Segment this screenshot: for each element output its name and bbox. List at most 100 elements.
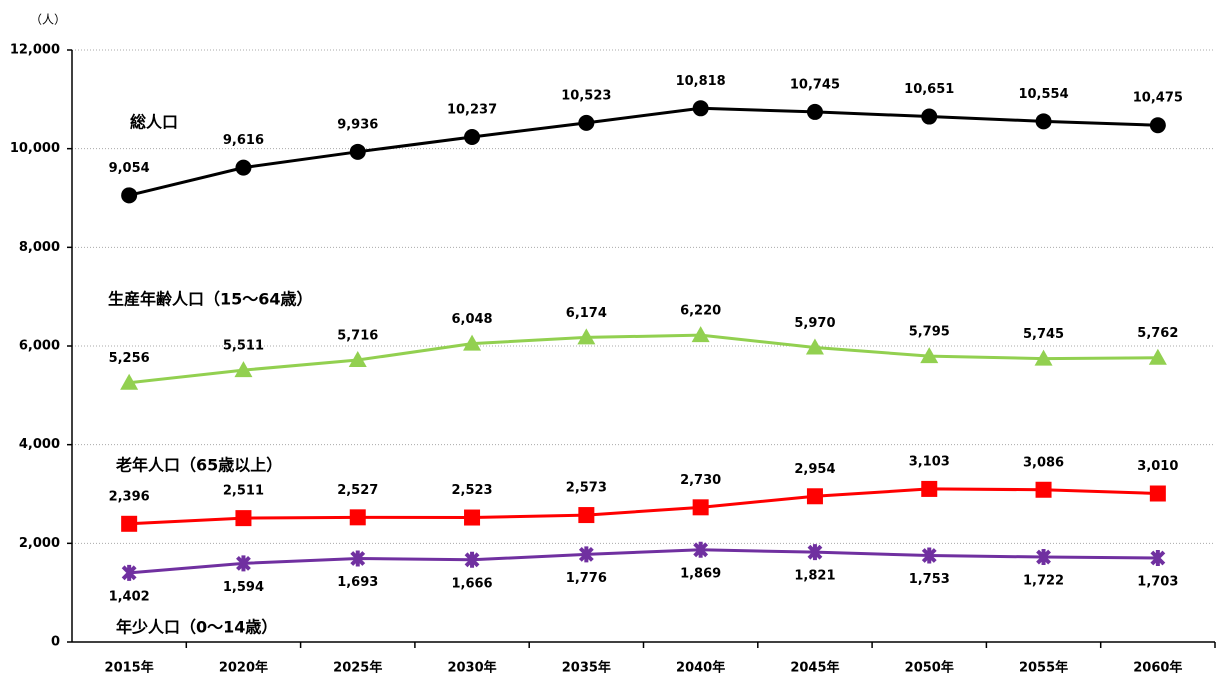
data-label: 3,086: [1023, 455, 1064, 470]
marker: [1149, 117, 1166, 134]
data-label: 2,954: [794, 462, 835, 477]
data-label: 10,475: [1133, 91, 1183, 106]
x-tick-label: 2015年: [105, 660, 154, 676]
series-name: 年少人口（0～14歳）: [116, 618, 277, 637]
y-tick-label: 4,000: [19, 437, 60, 452]
x-tick-label: 2055年: [1019, 660, 1068, 676]
marker: [236, 555, 251, 572]
data-label: 9,936: [337, 117, 378, 132]
y-tick-label: 10,000: [10, 141, 60, 156]
x-tick-label: 2050年: [905, 660, 954, 676]
marker: [1035, 481, 1052, 498]
marker: [235, 510, 252, 527]
marker: [464, 551, 480, 568]
data-label: 1,821: [794, 569, 835, 584]
data-label: 5,970: [794, 316, 835, 331]
marker: [692, 499, 709, 516]
marker: [578, 114, 595, 131]
marker: [692, 100, 709, 117]
data-label: 2,511: [223, 484, 264, 499]
marker: [349, 509, 366, 526]
data-label: 1,703: [1137, 574, 1178, 589]
marker: [1150, 549, 1166, 566]
data-label: 10,651: [904, 82, 954, 97]
data-label: 10,818: [676, 74, 726, 89]
marker: [121, 187, 138, 204]
data-label: 5,511: [223, 339, 264, 354]
marker: [463, 334, 482, 351]
data-label: 3,010: [1137, 459, 1178, 474]
marker: [921, 108, 938, 125]
marker: [349, 143, 366, 160]
marker: [348, 351, 367, 368]
marker: [577, 328, 596, 345]
marker: [806, 103, 823, 120]
data-label: 1,753: [909, 572, 950, 587]
data-label: 1,722: [1023, 574, 1064, 589]
marker: [1034, 349, 1053, 366]
data-label: 9,616: [223, 133, 264, 148]
marker: [578, 546, 594, 563]
data-label: 2,523: [451, 483, 492, 498]
y-tick-label: 6,000: [19, 339, 60, 354]
x-tick-label: 2035年: [562, 660, 611, 676]
y-axis-label: （人）: [30, 13, 66, 27]
y-tick-label: 8,000: [19, 240, 60, 255]
marker: [920, 347, 939, 364]
marker: [121, 515, 138, 532]
series-line: [128, 106, 1158, 197]
marker: [120, 373, 139, 390]
series-name: 総人口: [130, 113, 178, 132]
data-label: 2,573: [566, 481, 607, 496]
x-tick-label: 2030年: [447, 660, 496, 676]
data-label: 1,869: [680, 566, 721, 581]
marker: [1035, 113, 1052, 130]
x-tick-label: 2020年: [219, 660, 268, 676]
data-label: 1,776: [566, 571, 607, 586]
data-label: 5,256: [109, 351, 150, 366]
marker: [693, 541, 709, 558]
marker: [235, 159, 252, 176]
data-label: 2,396: [109, 489, 150, 504]
data-label: 6,048: [451, 312, 492, 327]
data-label: 5,762: [1137, 326, 1178, 341]
y-tick-label: 12,000: [10, 43, 60, 58]
data-label: 10,554: [1018, 87, 1068, 102]
data-label: 9,054: [109, 161, 150, 176]
x-tick-label: 2040年: [676, 660, 725, 676]
y-tick-label: 0: [51, 635, 60, 650]
data-label: 1,594: [223, 580, 264, 595]
marker: [234, 361, 253, 378]
marker: [1036, 549, 1051, 566]
data-label: 2,730: [680, 473, 721, 488]
data-label: 5,716: [337, 329, 378, 344]
marker: [807, 544, 823, 561]
series-line: [129, 548, 1158, 575]
data-label: 6,220: [680, 304, 721, 319]
data-label: 5,745: [1023, 327, 1064, 342]
data-label: 10,523: [561, 88, 611, 103]
marker: [464, 509, 481, 526]
marker: [921, 547, 937, 564]
data-label: 5,795: [909, 325, 950, 340]
marker: [121, 564, 137, 581]
marker: [691, 326, 710, 343]
data-label: 2,527: [337, 483, 378, 498]
data-label: 10,237: [447, 102, 497, 117]
x-tick-label: 2025年: [333, 660, 382, 676]
series-name: 老年人口（65歳以上）: [115, 456, 282, 475]
marker: [578, 507, 595, 524]
series-name: 生産年齢人口（15～64歳）: [108, 290, 313, 309]
data-label: 6,174: [566, 306, 607, 321]
series-line: [129, 487, 1158, 526]
x-tick-label: 2060年: [1133, 660, 1182, 676]
marker: [350, 550, 366, 567]
marker: [806, 488, 823, 505]
marker: [921, 480, 938, 497]
marker: [805, 338, 824, 355]
data-label: 1,402: [109, 589, 150, 604]
data-label: 10,745: [790, 77, 840, 92]
marker: [1149, 485, 1166, 502]
x-tick-label: 2045年: [790, 660, 839, 676]
